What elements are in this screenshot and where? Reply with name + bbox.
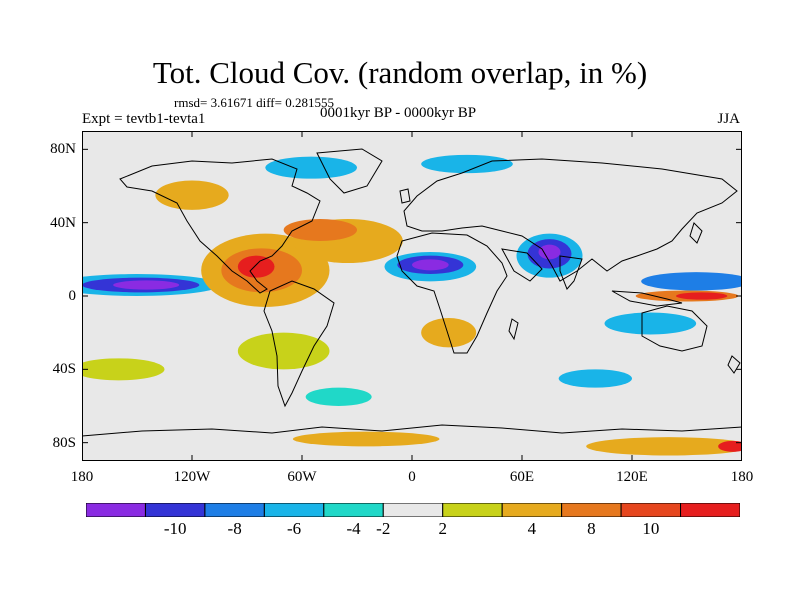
longitude-label: 120E [616, 469, 648, 485]
latitude-label: 40S [52, 361, 76, 378]
coastline-eurasia [403, 158, 738, 282]
coastline-africa [396, 232, 508, 354]
anomaly-region [421, 318, 477, 348]
anomaly-region [604, 312, 697, 335]
latitude-label: 0 [68, 288, 77, 304]
period-label: 0001kyr BP - 0000kyr BP [320, 105, 477, 121]
latitude-label: 80S [52, 434, 76, 451]
longitude-label: 0 [408, 469, 416, 485]
longitude-label: 60E [509, 469, 535, 485]
experiment-label: Expt = tevtb1-tevta1 [82, 111, 206, 127]
axis-ticks [82, 131, 742, 461]
stats-label: rmsd= 3.61671 diff= 0.281555 [174, 95, 334, 110]
anomaly-region [718, 440, 742, 452]
longitude-label: 180 [70, 469, 94, 485]
map-title: Tot. Cloud Cov. (random overlap, in %) [152, 55, 648, 90]
colorbar-label: 10 [642, 519, 660, 538]
colorbar-segment [263, 503, 325, 517]
anomaly-region [676, 292, 728, 300]
colorbar [86, 503, 740, 517]
anomaly-region [586, 437, 742, 456]
longitude-label: 120W [173, 469, 211, 485]
map-plot-area [82, 131, 742, 461]
coastline-british-isles [399, 188, 411, 204]
anomaly-region [113, 280, 180, 290]
anomaly-region [237, 255, 275, 278]
colorbar-label: -10 [163, 519, 187, 538]
map-canvas [82, 131, 742, 461]
latitude-label: 40N [50, 214, 76, 231]
coastline-new-zealand [727, 355, 741, 374]
colorbar-label: 8 [587, 519, 596, 538]
anomaly-region [283, 219, 357, 241]
colorbar-segment [620, 503, 682, 517]
longitude-label: 60W [287, 469, 317, 485]
colorbar-label: -6 [286, 519, 302, 538]
colorbar-segment [382, 503, 444, 517]
colorbar-label: -2 [376, 519, 391, 538]
colorbar-label: -8 [227, 519, 242, 538]
longitude-label: 180 [730, 469, 754, 485]
colorbar-segment [680, 503, 740, 517]
coastline-south-america [263, 280, 335, 408]
coastline-greenland [316, 148, 383, 194]
anomaly-region [292, 431, 440, 447]
season-label: JJA [717, 111, 740, 127]
coastline-madagascar [508, 318, 519, 341]
colorbar-segment [501, 503, 563, 517]
colorbar-segment [86, 503, 146, 517]
anomaly-region [82, 358, 165, 381]
colorbar-label: -4 [346, 519, 361, 538]
anomaly-region [412, 259, 449, 271]
colorbar-segment [144, 503, 206, 517]
anomaly-region [265, 156, 357, 179]
colorbar-segment [323, 503, 384, 517]
anomaly-region [558, 369, 632, 388]
colorbar-segment [204, 503, 265, 517]
colorbar-label: 4 [527, 519, 537, 538]
coastline-arabia [501, 248, 543, 282]
anomaly-region [305, 387, 372, 407]
coastline-antarctica [82, 424, 742, 437]
anomaly-region [421, 154, 513, 174]
coastline-indonesia [611, 290, 683, 307]
colorbar-segment [442, 503, 503, 517]
anomaly-region [538, 244, 561, 260]
coastline-north-america [119, 158, 321, 294]
anomaly-layer [82, 154, 742, 456]
coastline-japan [689, 222, 703, 244]
latitude-label: 80N [50, 141, 76, 158]
colorbar-label: 2 [438, 519, 447, 538]
anomaly-region [155, 180, 229, 210]
coastline-australia [641, 305, 708, 352]
anomaly-region [641, 272, 742, 291]
anomaly-region [237, 332, 330, 370]
coastline-india [559, 255, 583, 290]
colorbar-segment [561, 503, 622, 517]
coastlines [82, 148, 742, 437]
